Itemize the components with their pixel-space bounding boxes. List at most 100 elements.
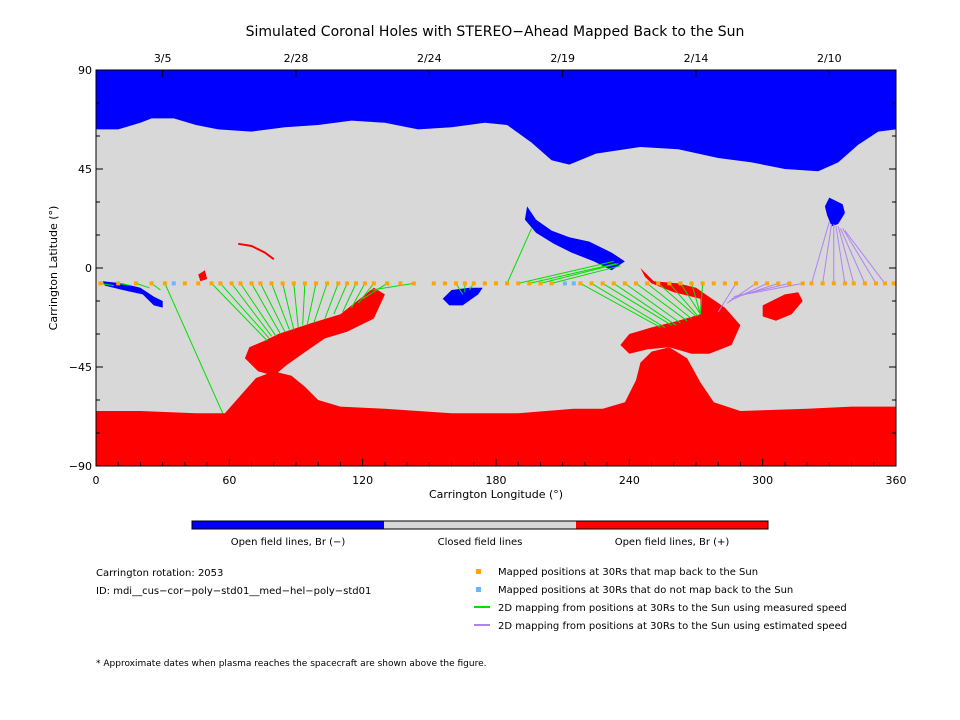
mapped-position-marker	[809, 281, 814, 286]
mapped-position-marker	[549, 281, 554, 286]
mapped-position-marker	[622, 281, 627, 286]
measured-speed-mapping-line	[302, 283, 306, 326]
date-tick-label: 2/10	[817, 52, 842, 65]
mapped-position-marker	[314, 281, 318, 286]
mapped-position-marker	[842, 281, 847, 286]
x-tick-label: 120	[352, 474, 373, 487]
measured-speed-mapping-line	[680, 283, 701, 315]
date-tick-label: 2/28	[284, 52, 309, 65]
mapped-position-marker	[362, 281, 367, 286]
mapped-position-marker	[229, 281, 234, 286]
mapped-position-marker	[345, 281, 350, 286]
mapped-position-marker	[862, 281, 867, 286]
legend-label: Mapped positions at 30Rs that map back t…	[498, 567, 758, 578]
measured-speed-mapping-line	[657, 283, 697, 317]
mapped-position-marker	[494, 281, 498, 286]
mapped-position-marker	[874, 281, 878, 286]
measured-speed-mapping-line	[231, 283, 272, 337]
mapped-position-marker	[371, 281, 376, 286]
colorbar-label: Open field lines, Br (−)	[231, 537, 346, 548]
negative-open-region	[524, 206, 625, 271]
mapped-position-marker	[462, 281, 467, 286]
legend-label: 2D mapping from positions at 30Rs to the…	[498, 603, 847, 614]
mapped-position-marker	[411, 281, 416, 286]
mapped-position-marker	[196, 281, 201, 286]
measured-speed-mapping-line	[342, 283, 357, 313]
colorbar-frame	[191, 520, 769, 530]
measured-speed-mapping-line	[135, 282, 150, 289]
measured-speed-mapping-line	[551, 265, 621, 284]
measured-speed-mapping-line	[635, 282, 688, 322]
measured-speed-mapping-line	[251, 283, 281, 335]
measured-speed-mapping-line	[691, 283, 701, 315]
colorbar-segment	[576, 521, 768, 529]
date-tick-label: 3/5	[154, 52, 172, 65]
measured-speed-mapping-line	[306, 283, 317, 326]
mapped-position-marker	[820, 281, 825, 286]
legend-marker	[476, 569, 481, 574]
mapped-position-marker	[482, 281, 487, 286]
mapped-position-marker	[209, 281, 214, 286]
y-tick-label: 0	[85, 262, 92, 275]
mapped-position-marker	[398, 281, 403, 286]
mapped-position-marker	[302, 281, 307, 286]
mapped-position-marker	[831, 281, 836, 286]
south-polar-coronal-hole	[96, 347, 896, 466]
measured-speed-mapping-line	[540, 263, 619, 284]
measured-speed-mapping-line	[313, 283, 328, 324]
mapped-position-marker	[218, 281, 223, 286]
mapped-position-marker	[600, 281, 605, 286]
estimated-speed-mapping-line	[844, 230, 886, 284]
estimated-speed-mapping-line	[729, 282, 768, 302]
mapped-position-marker	[645, 281, 650, 286]
mapped-position-marker	[354, 281, 358, 286]
measured-speed-mapping-line	[351, 283, 366, 308]
mapped-position-marker	[527, 281, 532, 286]
mapped-position-marker	[471, 281, 476, 286]
measured-speed-mapping-line	[580, 282, 661, 328]
colorbar-label: Open field lines, Br (+)	[615, 537, 730, 548]
estimated-speed-mapping-line	[839, 228, 866, 284]
mapped-position-marker	[611, 281, 616, 286]
chart-title: Simulated Coronal Holes with STEREO−Ahea…	[246, 24, 745, 40]
mapped-position-marker	[589, 281, 594, 286]
y-tick-label: 45	[78, 163, 92, 176]
measured-speed-mapping-line	[624, 282, 681, 324]
mapped-position-marker	[776, 281, 781, 286]
measured-speed-mapping-line	[371, 282, 414, 291]
legend: Mapped positions at 30Rs that map back t…	[474, 567, 847, 632]
mapped-position-marker	[538, 281, 543, 286]
mapped-position-marker	[116, 281, 121, 286]
mapped-position-marker	[385, 281, 390, 286]
measured-speed-mapping-line	[506, 228, 533, 284]
positive-open-region	[762, 292, 803, 321]
mapped-position-marker	[667, 281, 672, 286]
carrington-rotation-label: Carrington rotation: 2053	[96, 568, 223, 579]
positive-open-arc	[238, 242, 275, 261]
legend-label: Mapped positions at 30Rs that do not map…	[498, 585, 793, 596]
mapped-position-marker	[325, 281, 330, 286]
estimated-speed-mapping-line	[837, 226, 855, 284]
mapped-position-marker	[98, 281, 103, 286]
measured-speed-mapping-line	[240, 283, 277, 337]
mapped-position-marker	[891, 281, 896, 286]
measured-speed-mapping-line	[271, 283, 290, 330]
measured-speed-mapping-line	[220, 283, 270, 339]
measured-speed-mapping-line	[602, 282, 672, 326]
estimated-speed-mapping-line	[835, 226, 846, 284]
measured-speed-mapping-line	[699, 283, 704, 315]
mapped-position-marker	[882, 281, 887, 286]
plot-area	[96, 70, 896, 466]
legend-marker	[476, 587, 481, 592]
model-id-label: ID: mdi__cus−cor−poly−std01__med−hel−pol…	[96, 586, 371, 597]
negative-open-region	[824, 197, 845, 227]
negative-open-region	[102, 281, 163, 308]
mapped-position-marker	[258, 281, 263, 286]
mapped-position-marker	[800, 281, 805, 286]
x-tick-label: 180	[486, 474, 507, 487]
mapped-position-marker	[689, 281, 694, 286]
measured-speed-mapping-line	[362, 282, 388, 300]
date-tick-label: 2/14	[684, 52, 709, 65]
y-tick-label: −45	[69, 361, 92, 374]
